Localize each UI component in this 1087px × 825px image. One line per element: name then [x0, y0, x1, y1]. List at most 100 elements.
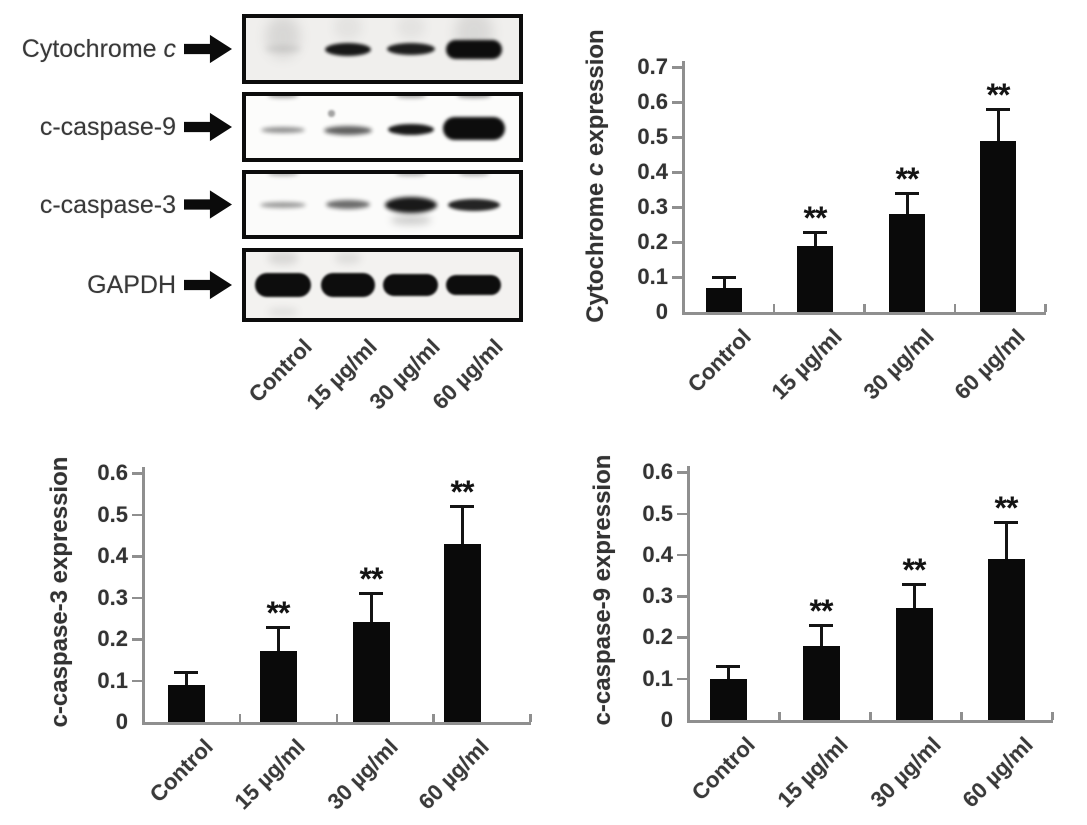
blot-smudge — [456, 96, 491, 98]
y-tick-label: 0.4 — [97, 543, 128, 568]
y-tick — [677, 677, 687, 681]
significance-asterisks: ** — [809, 593, 834, 629]
blot-smudge — [333, 18, 362, 40]
blot-smudge — [395, 174, 426, 176]
blot-smudge — [268, 96, 299, 98]
right-arrow-icon — [184, 34, 232, 64]
error-bar-stem — [276, 626, 280, 652]
x-tick — [335, 714, 338, 722]
y-tick — [672, 206, 682, 209]
blot-band — [386, 43, 435, 55]
right-arrow-icon — [184, 112, 232, 142]
error-bar-cap — [359, 592, 383, 596]
bar-chart-c-caspase-3: c-caspase-3 expression 0 0.1 0.2 0.3 0.4 0.5 0.… — [0, 420, 545, 825]
blot-row-label: GAPDH — [0, 269, 176, 301]
y-tick-label: 0.3 — [637, 194, 668, 219]
bar — [352, 622, 390, 722]
blot-smudge — [390, 214, 431, 225]
blot-smudge — [396, 18, 425, 39]
blot-smudge — [265, 46, 302, 52]
bar — [980, 140, 1016, 312]
y-tick-label: 0.4 — [642, 541, 673, 567]
y-axis-line — [682, 61, 685, 312]
bar — [167, 684, 205, 722]
error-bar-cap — [809, 624, 833, 627]
blot-box — [242, 170, 523, 239]
blot-smudge — [458, 174, 489, 176]
y-tick-label: 0.1 — [642, 665, 673, 691]
y-tick-label: 0.5 — [642, 500, 673, 526]
x-tick — [772, 304, 775, 312]
bar-chart-c-caspase-9: c-caspase-9 expression 0 0.1 0.2 0.3 0.4 0.5 0.… — [545, 420, 1087, 825]
y-tick-label: 0.4 — [637, 159, 668, 184]
blot-band — [384, 196, 437, 213]
y-tick — [677, 636, 687, 639]
y-tick — [132, 555, 142, 558]
x-axis-line — [682, 312, 1046, 315]
y-tick-label: 0.1 — [637, 264, 668, 289]
error-bar-stem — [722, 277, 726, 288]
bar — [797, 245, 833, 312]
y-tick-label: 0.6 — [637, 89, 668, 114]
y-tick-label: 0.6 — [642, 459, 673, 485]
blot-band — [325, 200, 370, 209]
blot-smudge — [268, 252, 299, 265]
y-tick-label: 0.3 — [642, 583, 673, 609]
y-tick-label: 0.2 — [637, 229, 668, 254]
y-tick — [672, 66, 682, 69]
significance-asterisks: ** — [266, 594, 291, 631]
error-bar-cap — [994, 520, 1018, 524]
error-bar-cap — [895, 192, 919, 195]
blot-band — [387, 123, 434, 135]
bar — [889, 214, 925, 312]
error-bar-stem — [905, 193, 909, 214]
significance-asterisks: ** — [450, 474, 475, 511]
y-tick — [672, 276, 682, 279]
y-tick — [672, 136, 682, 139]
right-arrow-icon — [184, 190, 232, 219]
significance-asterisks: ** — [359, 561, 384, 598]
x-tick — [529, 714, 532, 722]
significance-asterisks: ** — [895, 161, 920, 197]
y-tick-label: 0.2 — [97, 626, 128, 651]
y-tick — [132, 513, 142, 516]
error-bar-cap — [716, 665, 740, 669]
y-tick-label: 0.2 — [642, 624, 673, 650]
significance-asterisks: ** — [986, 77, 1011, 113]
y-tick-label: 0 — [115, 709, 128, 734]
blot-row-label: c-caspase-9 — [0, 111, 176, 143]
x-tick — [953, 304, 956, 312]
error-bar-cap — [450, 505, 474, 509]
blot-smudge — [268, 174, 299, 176]
x-category-label: Control — [144, 734, 218, 807]
y-tick-label: 0.5 — [97, 501, 128, 527]
y-tick — [132, 596, 142, 599]
blot-smudge — [328, 109, 336, 117]
y-tick — [677, 471, 687, 474]
error-bar-stem — [813, 231, 817, 246]
y-tick — [672, 241, 682, 244]
label-part: c-caspase-3 — [39, 190, 176, 219]
error-bar-cap — [986, 108, 1010, 111]
blot-row-label: Cytochrome c — [0, 33, 176, 65]
bar — [895, 608, 933, 720]
bar — [709, 678, 747, 720]
y-tick-label: 0.1 — [97, 667, 128, 693]
y-tick-label: 0 — [660, 707, 673, 732]
y-tick — [677, 595, 687, 598]
blot-smudge — [268, 308, 299, 316]
blot-band — [445, 39, 502, 59]
label-part-italic: c — [163, 35, 177, 63]
error-bar-stem — [912, 583, 916, 609]
y-tick-label: 0.6 — [97, 460, 128, 485]
label-part: Cytochrome — [21, 35, 164, 63]
y-tick-label: 0.5 — [637, 124, 668, 149]
blot-band — [324, 42, 371, 56]
significance-asterisks: ** — [902, 551, 927, 588]
significance-asterisks: ** — [994, 489, 1019, 526]
error-bar-stem — [369, 593, 373, 623]
blot-band — [442, 116, 505, 140]
error-bar-cap — [803, 230, 827, 234]
y-axis-line — [142, 467, 145, 722]
bar — [706, 287, 742, 312]
